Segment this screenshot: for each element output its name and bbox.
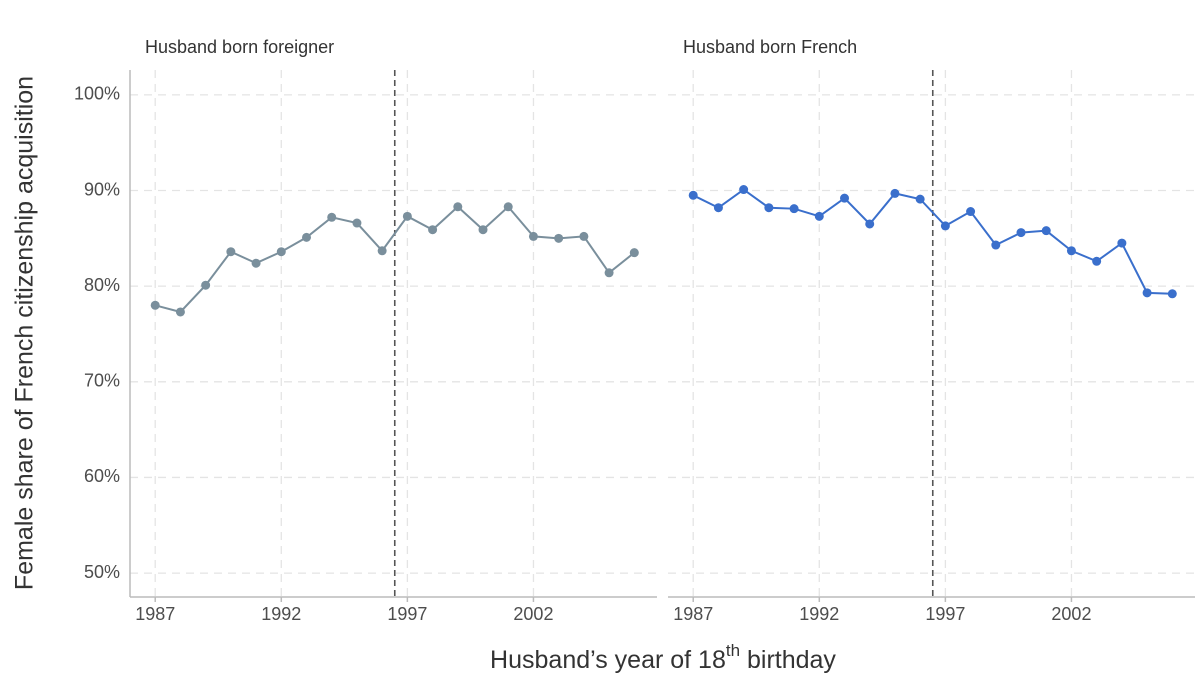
point [579, 231, 589, 241]
point [201, 280, 211, 290]
point [1167, 289, 1177, 299]
point [1142, 288, 1152, 298]
point [739, 185, 749, 195]
point [402, 211, 412, 221]
point [940, 221, 950, 231]
x-tick-label: 1987 [673, 604, 713, 624]
y-tick-label: 50% [84, 562, 120, 582]
point [1041, 226, 1051, 236]
point [915, 194, 925, 204]
point [302, 232, 312, 242]
x-axis-title-sup: th [726, 641, 740, 660]
point [840, 193, 850, 203]
point [428, 225, 438, 235]
point [377, 246, 387, 256]
x-tick-label: 1987 [135, 604, 175, 624]
y-tick-label: 60% [84, 466, 120, 486]
point [1016, 228, 1026, 238]
x-axis-title-part: Husband’s year of 18 [490, 646, 726, 674]
y-tick-label: 100% [74, 84, 120, 104]
point [865, 219, 875, 229]
y-tick-label: 70% [84, 371, 120, 391]
point [764, 203, 774, 213]
point [1117, 238, 1127, 248]
point [890, 188, 900, 198]
y-axis-title: Female share of French citizenship acqui… [11, 76, 39, 590]
x-tick-label: 2002 [513, 604, 553, 624]
point [175, 307, 185, 317]
point [251, 258, 261, 268]
point [528, 231, 538, 241]
point [276, 247, 286, 257]
point [226, 247, 236, 257]
point [478, 225, 488, 235]
point [453, 202, 463, 212]
point [966, 207, 976, 217]
facet-title: Husband born foreigner [145, 37, 334, 57]
x-tick-label: 1997 [925, 604, 965, 624]
x-axis-title-part: birthday [740, 646, 836, 674]
point [629, 248, 639, 258]
point [814, 211, 824, 221]
x-tick-label: 1997 [387, 604, 427, 624]
facet-title: Husband born French [683, 37, 857, 57]
point [688, 190, 698, 200]
x-tick-label: 1992 [261, 604, 301, 624]
y-tick-label: 80% [84, 275, 120, 295]
point [1092, 256, 1102, 266]
point [713, 203, 723, 213]
point [327, 212, 337, 222]
x-tick-label: 2002 [1051, 604, 1091, 624]
x-axis-title: Husband’s year of 18th birthday [490, 641, 836, 673]
point [352, 218, 362, 228]
point [1066, 246, 1076, 256]
y-tick-label: 90% [84, 179, 120, 199]
point [604, 268, 614, 278]
point [503, 202, 513, 212]
point [554, 233, 564, 243]
point [150, 300, 160, 310]
point [991, 240, 1001, 250]
x-tick-label: 1992 [799, 604, 839, 624]
point [789, 204, 799, 214]
